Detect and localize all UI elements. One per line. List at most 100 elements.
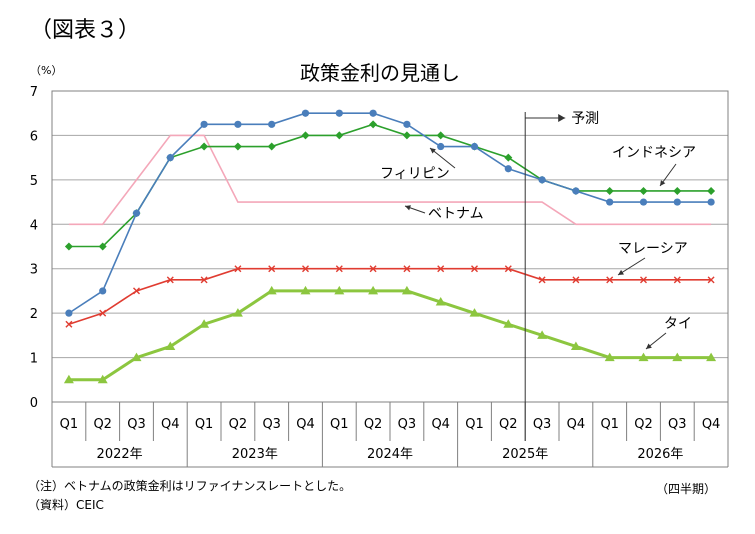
- data-point: [707, 186, 716, 195]
- data-point: [469, 308, 480, 317]
- data-point: [570, 341, 581, 350]
- x-tick-label: Q3: [533, 417, 552, 432]
- x-tick-label: Q3: [398, 417, 417, 432]
- x-tick-label: Q1: [195, 417, 214, 432]
- data-point: [233, 142, 242, 151]
- x-tick-label: Q2: [93, 417, 112, 432]
- data-point: [369, 120, 378, 129]
- data-point: [504, 265, 512, 273]
- series-label: タイ: [664, 316, 692, 332]
- series-label: インドネシア: [612, 145, 696, 161]
- data-point: [200, 142, 209, 151]
- figure-label: （図表３）: [30, 18, 141, 43]
- data-point: [706, 352, 717, 362]
- data-point: [335, 265, 343, 273]
- y-tick-label: 2: [30, 307, 38, 322]
- data-point: [368, 285, 379, 295]
- data-point: [268, 120, 276, 128]
- data-point: [401, 285, 412, 295]
- data-point: [65, 320, 73, 328]
- data-point: [369, 109, 377, 117]
- series-label: ベトナム: [428, 206, 484, 222]
- forecast-arrowhead: [558, 114, 566, 122]
- y-tick-label: 6: [30, 129, 38, 144]
- data-point: [64, 242, 73, 251]
- data-point: [538, 176, 546, 184]
- data-point: [503, 319, 514, 328]
- x-tick-label: Q2: [364, 417, 383, 432]
- data-point: [538, 276, 546, 284]
- x-year-label: 2026年: [637, 447, 683, 462]
- data-point: [403, 265, 411, 273]
- x-tick-label: Q4: [567, 417, 586, 432]
- y-axis-unit: （%）: [30, 64, 62, 77]
- data-point: [604, 352, 615, 362]
- y-tick-label: 0: [30, 396, 38, 411]
- data-point: [707, 198, 715, 206]
- data-point: [300, 285, 311, 295]
- callout-arrowhead: [660, 180, 666, 186]
- data-point: [435, 297, 446, 306]
- data-point: [639, 186, 648, 195]
- x-tick-label: Q2: [229, 417, 248, 432]
- data-point: [673, 198, 681, 206]
- data-point: [504, 165, 512, 173]
- data-point: [301, 131, 310, 140]
- series-label: マレーシア: [618, 241, 688, 257]
- data-point: [673, 186, 682, 195]
- data-point: [707, 276, 715, 284]
- forecast-label: 予測: [571, 111, 599, 127]
- data-point: [606, 198, 614, 206]
- data-point: [65, 309, 73, 317]
- period-note: （四半期）: [656, 482, 717, 496]
- data-point: [436, 131, 445, 140]
- x-tick-label: Q1: [330, 417, 349, 432]
- callout-arrowhead: [646, 343, 652, 349]
- data-point: [334, 285, 345, 295]
- data-point: [672, 352, 683, 362]
- data-point: [369, 265, 377, 273]
- callout-arrowhead: [430, 148, 436, 154]
- x-tick-label: Q1: [60, 417, 79, 432]
- axes: 0 1 2 3 4 5 6 7 Q1 Q2 Q3 Q4 Q1 Q2 Q3 Q4 Q1 Q2 Q3 Q4 Q1 Q2 Q3 Q4…: [30, 85, 729, 468]
- data-point: [266, 285, 277, 295]
- x-tick-label: Q2: [499, 417, 518, 432]
- data-point: [403, 120, 411, 128]
- x-tick-label: Q3: [668, 417, 687, 432]
- data-point: [133, 287, 140, 295]
- data-point: [537, 330, 548, 339]
- data-point: [302, 265, 309, 273]
- data-point: [200, 276, 208, 284]
- series-line: [68, 134, 712, 226]
- y-tick-label: 7: [30, 85, 38, 100]
- data-point: [572, 187, 580, 195]
- data-point: [335, 109, 343, 117]
- data-point: [99, 309, 107, 317]
- y-tick-label: 1: [30, 352, 38, 367]
- data-point: [301, 109, 310, 117]
- data-point: [267, 142, 276, 151]
- data-point: [232, 308, 243, 317]
- y-tick-label: 4: [30, 218, 38, 233]
- series-line: [68, 267, 712, 326]
- series-line: [68, 112, 712, 314]
- data-point: [605, 186, 614, 195]
- data-point: [132, 209, 141, 217]
- x-year-label: 2023年: [232, 447, 278, 462]
- x-tick-label: Q4: [702, 417, 721, 432]
- data-point: [166, 154, 174, 162]
- data-point: [268, 265, 276, 273]
- data-point: [234, 120, 242, 128]
- callout-arrowhead: [618, 269, 624, 275]
- data-point: [640, 276, 647, 284]
- footnote: （注）ベトナムの政策金利はリファイナンスレートとした。: [28, 479, 352, 493]
- series-line: [68, 123, 712, 248]
- data-point: [572, 276, 580, 284]
- data-point: [97, 374, 108, 384]
- data-point: [606, 276, 614, 284]
- y-tick-label: 3: [30, 263, 38, 278]
- data-point: [63, 374, 74, 384]
- x-tick-label: Q2: [634, 417, 653, 432]
- x-tick-label: Q1: [465, 417, 484, 432]
